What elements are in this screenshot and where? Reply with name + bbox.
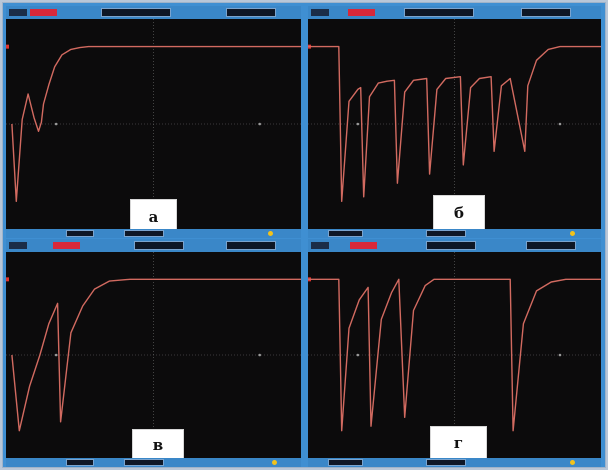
measurement-readout	[66, 459, 94, 466]
timebase-readout	[426, 241, 476, 250]
scope-screen: а	[6, 19, 301, 229]
trigger-badge	[53, 242, 80, 249]
panel-label: а	[130, 199, 177, 229]
cursor-dot	[558, 353, 562, 357]
sample-readout	[226, 8, 276, 17]
waveform-trace	[308, 45, 601, 203]
trigger-badge	[348, 9, 375, 16]
scope-status-bar	[308, 6, 601, 19]
sample-readout	[226, 241, 276, 250]
scope-panel-a: а	[6, 6, 301, 238]
waveform-trace	[11, 278, 301, 432]
scale-readout	[426, 459, 466, 466]
scope-panel-b: б	[308, 6, 601, 238]
panel-label: в	[132, 429, 184, 458]
scope-panel-c: в	[6, 239, 301, 467]
cursor-dot	[258, 122, 261, 126]
scale-readout	[426, 230, 466, 237]
panel-label: б	[433, 195, 485, 229]
channel-badge	[311, 242, 329, 249]
trigger-indicator	[268, 231, 273, 236]
channel-badge	[9, 242, 27, 249]
waveform-plot	[6, 19, 301, 229]
trigger-indicator	[570, 231, 575, 236]
panel-label: г	[430, 426, 487, 458]
measurement-readout	[328, 459, 363, 466]
sample-readout	[526, 241, 576, 250]
cursor-dot	[558, 122, 562, 126]
measurement-readout	[328, 230, 363, 237]
cursor-dot	[356, 122, 360, 126]
cursor-dot	[258, 353, 261, 357]
scope-bottom-bar	[6, 229, 301, 238]
sample-readout	[521, 8, 571, 17]
timebase-readout	[134, 241, 184, 250]
channel-badge	[9, 9, 27, 16]
scope-status-bar	[6, 6, 301, 19]
scale-readout	[124, 230, 164, 237]
timebase-readout	[404, 8, 474, 17]
cursor-dot	[356, 353, 360, 357]
cursor-dot	[54, 122, 58, 126]
scope-status-bar	[308, 239, 601, 252]
cursor-dot	[54, 353, 58, 357]
waveform-plot	[308, 252, 601, 458]
waveform-plot	[308, 19, 601, 229]
scope-panel-d: г	[308, 239, 601, 467]
scope-bottom-bar	[308, 458, 601, 467]
scope-screen: б	[308, 19, 601, 229]
waveform-trace	[308, 278, 601, 432]
trigger-indicator	[272, 460, 277, 465]
scope-status-bar	[6, 239, 301, 252]
level-marker	[6, 277, 9, 282]
level-marker	[6, 44, 9, 49]
trigger-badge	[350, 242, 377, 249]
scope-screen: г	[308, 252, 601, 458]
scope-bottom-bar	[308, 229, 601, 238]
scope-screen: в	[6, 252, 301, 458]
measurement-readout	[66, 230, 94, 237]
timebase-readout	[101, 8, 171, 17]
scope-bottom-bar	[6, 458, 301, 467]
waveform-trace	[11, 45, 301, 203]
trigger-indicator	[570, 460, 575, 465]
trigger-badge	[30, 9, 57, 16]
scale-readout	[124, 459, 164, 466]
channel-badge	[311, 9, 329, 16]
waveform-plot	[6, 252, 301, 458]
